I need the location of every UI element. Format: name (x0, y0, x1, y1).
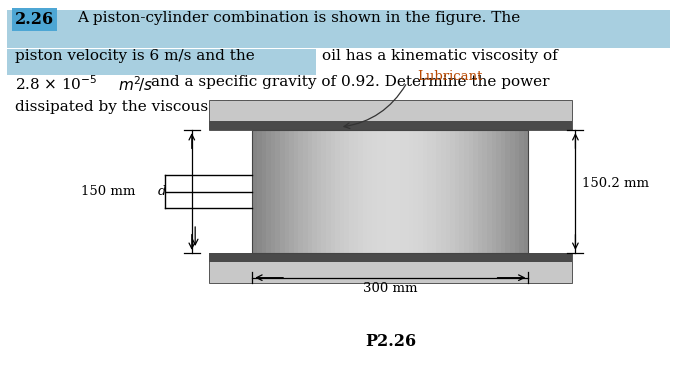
Bar (423, 130, 428, 253)
Text: oil has a kinematic viscosity of: oil has a kinematic viscosity of (322, 49, 557, 63)
Text: d: d (158, 185, 167, 198)
Bar (209, 253, 572, 283)
Bar (413, 130, 419, 253)
Bar (468, 130, 474, 253)
Bar (501, 130, 506, 253)
Bar (262, 130, 267, 253)
Bar (400, 130, 405, 253)
Text: piston velocity is 6 m/s and the: piston velocity is 6 m/s and the (15, 49, 254, 63)
Bar (427, 130, 432, 253)
Text: 2.8 $\times$ 10$^{-5}$: 2.8 $\times$ 10$^{-5}$ (15, 75, 98, 93)
Text: $m^2\!/s$: $m^2\!/s$ (118, 75, 153, 94)
Bar (252, 130, 528, 253)
Text: 300 mm: 300 mm (363, 282, 417, 295)
Bar (404, 130, 409, 253)
Bar (450, 130, 456, 253)
Bar (390, 130, 396, 253)
Bar (209, 121, 572, 130)
Bar (418, 130, 423, 253)
Bar (326, 130, 331, 253)
Bar (322, 130, 326, 253)
Bar (358, 130, 363, 253)
Bar (308, 130, 313, 253)
Bar (487, 130, 492, 253)
Bar (335, 130, 341, 253)
FancyBboxPatch shape (7, 49, 316, 75)
Bar (491, 130, 497, 253)
Bar (441, 130, 446, 253)
Bar (303, 130, 308, 253)
Bar (464, 130, 469, 253)
Bar (510, 130, 516, 253)
Text: Lubricant: Lubricant (417, 70, 483, 83)
Bar (519, 130, 524, 253)
Bar (330, 130, 336, 253)
Text: 150 mm: 150 mm (81, 185, 139, 198)
Bar (446, 130, 451, 253)
Bar (349, 130, 354, 253)
Bar (312, 130, 318, 253)
Bar (209, 100, 572, 130)
Bar (505, 130, 511, 253)
Bar (478, 130, 483, 253)
Bar (285, 130, 290, 253)
Bar (353, 130, 359, 253)
Bar (363, 130, 368, 253)
Bar (298, 130, 304, 253)
Bar (483, 130, 487, 253)
Bar (436, 130, 441, 253)
Bar (345, 130, 350, 253)
Bar (252, 130, 258, 253)
Text: P2.26: P2.26 (365, 333, 416, 350)
Text: and a specific gravity of 0.92. Determine the power: and a specific gravity of 0.92. Determin… (151, 75, 550, 89)
Text: dissipated by the viscous friction.: dissipated by the viscous friction. (15, 100, 274, 115)
Bar (524, 130, 529, 253)
Bar (386, 130, 391, 253)
Bar (209, 253, 572, 262)
Bar (257, 130, 262, 253)
Bar (473, 130, 479, 253)
Bar (372, 130, 377, 253)
Bar (340, 130, 345, 253)
Bar (275, 130, 281, 253)
Bar (289, 130, 295, 253)
Bar (280, 130, 285, 253)
Bar (514, 130, 520, 253)
Bar (317, 130, 322, 253)
Bar (271, 130, 276, 253)
Bar (377, 130, 382, 253)
Text: 2.26: 2.26 (15, 11, 54, 28)
Text: A piston-cylinder combination is shown in the figure. The: A piston-cylinder combination is shown i… (77, 11, 521, 25)
FancyBboxPatch shape (7, 10, 670, 48)
Bar (367, 130, 373, 253)
Bar (267, 130, 271, 253)
Bar (459, 130, 464, 253)
Bar (293, 130, 299, 253)
Bar (409, 130, 414, 253)
Bar (395, 130, 400, 253)
Bar (432, 130, 437, 253)
Bar (381, 130, 386, 253)
Bar (455, 130, 460, 253)
Text: 150.2 mm: 150.2 mm (582, 177, 653, 190)
Bar (496, 130, 501, 253)
